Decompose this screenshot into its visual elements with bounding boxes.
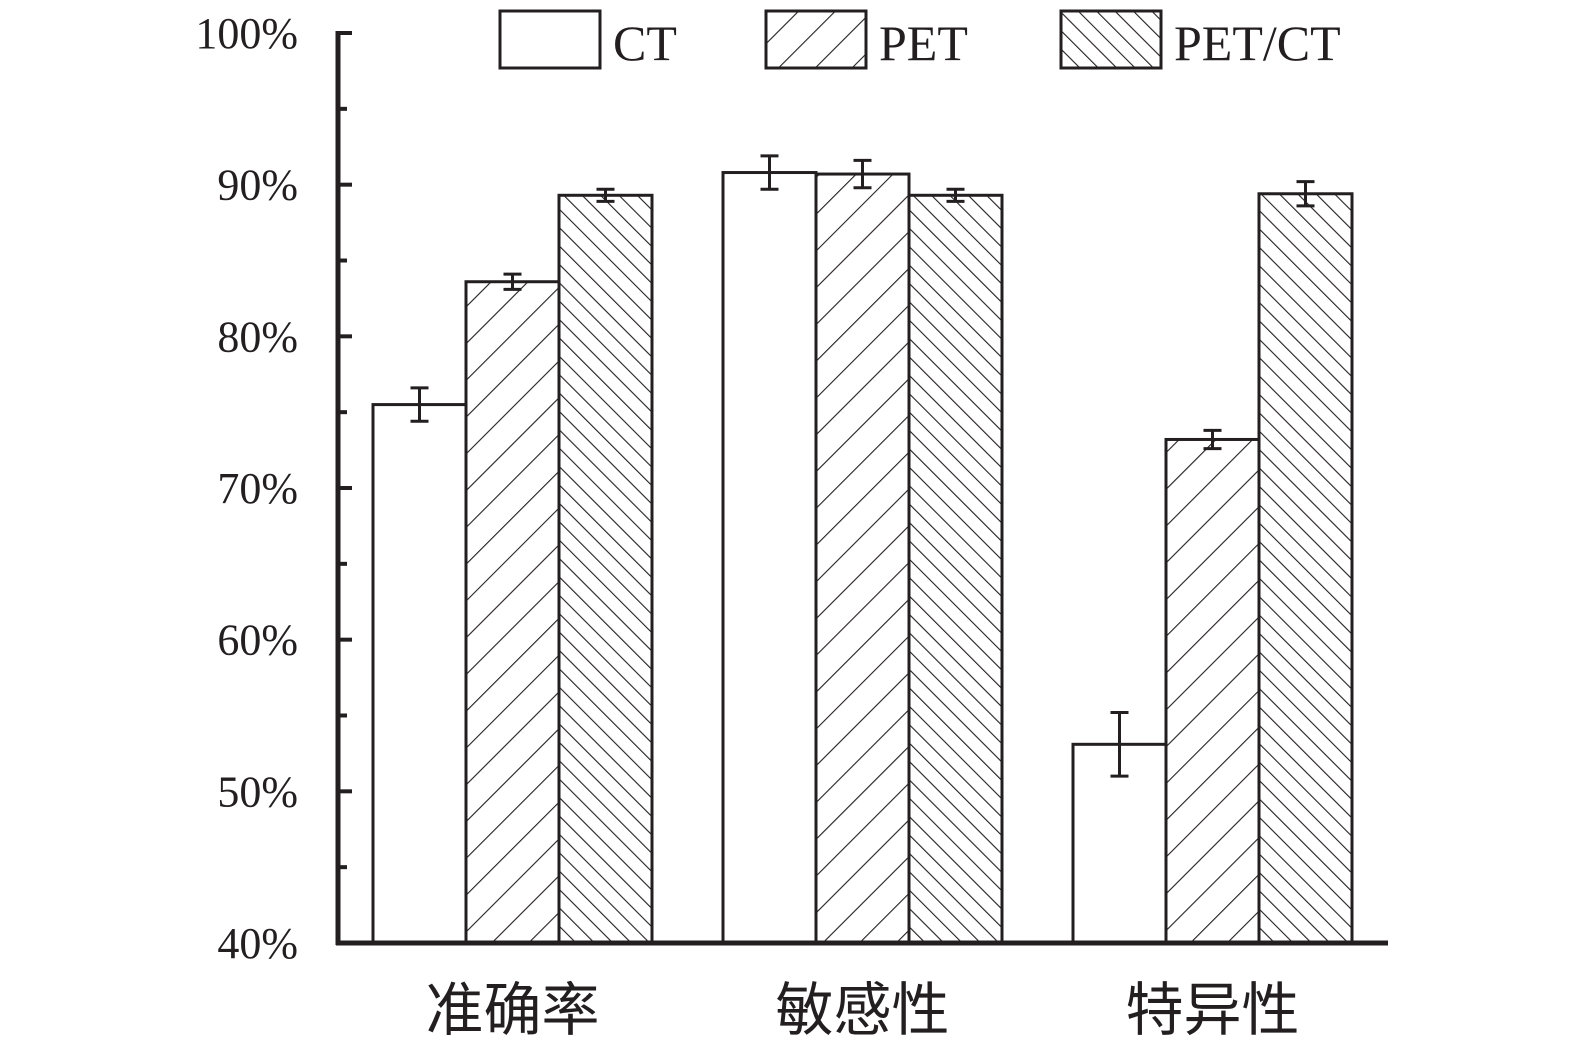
axes: 40% 50% 60% 70% 80% 90% 100% 准确率 敏感性 特异性	[195, 9, 1388, 1043]
bar-pet-1	[814, 172, 911, 945]
bar-pet-0	[464, 280, 561, 945]
legend-item-ct: CT	[498, 9, 677, 71]
error-bar-pet-2	[1203, 428, 1222, 451]
bar-pet-2	[1164, 437, 1261, 945]
y-tick-label: 70%	[217, 464, 298, 513]
legend-label: PET/CT	[1174, 15, 1341, 71]
y-tick-label: 60%	[217, 616, 298, 665]
error-bar-pet-ct-1	[946, 187, 965, 203]
category-label: 敏感性	[775, 978, 949, 1043]
legend-label: PET	[879, 15, 968, 71]
y-tick-label: 50%	[217, 767, 298, 816]
bar-pet-ct-0	[557, 193, 654, 945]
error-bar-pet-1	[853, 158, 872, 190]
y-tick-label: 80%	[217, 312, 298, 361]
bars	[371, 154, 1354, 945]
legend-swatch	[498, 9, 602, 70]
legend-swatch	[1059, 9, 1163, 70]
error-bar-pet-0	[503, 272, 522, 291]
legend-swatch	[764, 9, 868, 70]
bar-pet-ct-2	[1257, 192, 1354, 945]
error-bar-pet-ct-2	[1296, 180, 1315, 208]
y-tick-label: 40%	[217, 919, 298, 968]
legend-item-pet-ct: PET/CT	[1059, 9, 1341, 71]
category-label: 特异性	[1125, 978, 1299, 1043]
y-tick-label: 90%	[217, 161, 298, 210]
error-bar-pet-ct-0	[596, 187, 615, 203]
legend: CT PET PET/CT	[498, 9, 1341, 71]
error-bar-ct-0	[410, 386, 429, 423]
category-label: 准确率	[425, 978, 599, 1043]
legend-item-pet: PET	[764, 9, 968, 71]
bar-ct-0	[371, 403, 468, 945]
bar-pet-ct-1	[907, 193, 1004, 945]
error-bar-ct-1	[760, 154, 779, 191]
y-tick-label: 100%	[195, 9, 298, 58]
bar-ct-1	[721, 171, 818, 945]
error-bar-ct-2	[1110, 710, 1129, 778]
legend-label: CT	[613, 15, 677, 71]
